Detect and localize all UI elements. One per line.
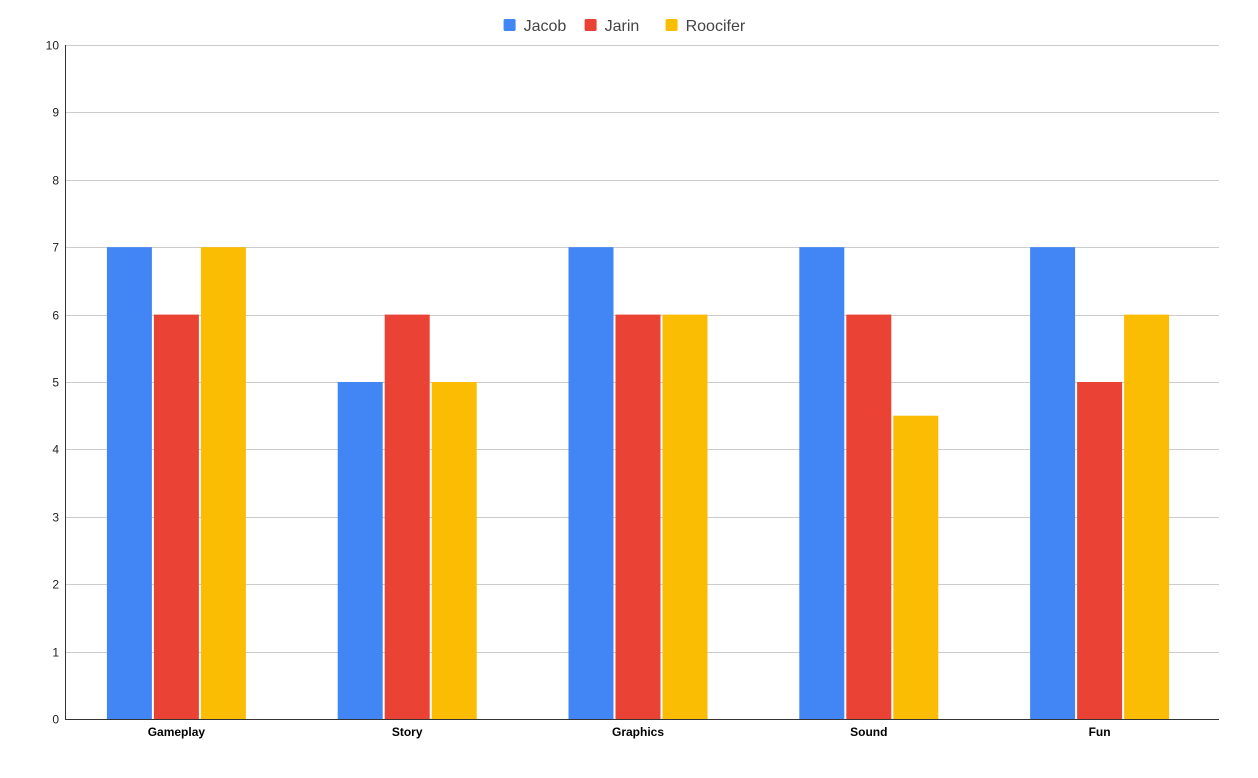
y-tick-label: 3: [52, 511, 59, 525]
x-tick-label: Graphics: [612, 725, 664, 739]
x-axis-ticks: Gameplay Story Graphics Sound Fun: [148, 725, 1111, 739]
bar-jarin-story: [384, 314, 430, 719]
y-tick-label: 6: [52, 309, 59, 323]
y-axis-ticks: 0 1 2 3 4 5 6 7 8 9 10: [46, 39, 60, 727]
legend-label: Jarin: [605, 18, 640, 35]
y-tick-label: 10: [46, 39, 60, 53]
x-tick-label: Sound: [850, 725, 887, 739]
axes: [65, 45, 1219, 720]
x-tick-label: Story: [392, 725, 423, 739]
bar-jacob-gameplay: [106, 247, 152, 719]
y-tick-label: 4: [52, 443, 59, 457]
bar-roocifer-story: [431, 382, 477, 719]
legend-swatch: [584, 19, 597, 31]
legend-swatch: [503, 19, 516, 31]
bar-jacob-fun: [1030, 247, 1076, 719]
bar-roocifer-graphics: [662, 314, 708, 719]
y-tick-label: 7: [52, 241, 59, 255]
legend-label: Roocifer: [686, 18, 746, 35]
y-tick-label: 0: [52, 713, 59, 727]
bar-jarin-fun: [1077, 382, 1123, 719]
bar-roocifer-sound: [893, 415, 939, 719]
legend-item-roocifer: Roocifer: [665, 18, 746, 35]
bar-jarin-sound: [846, 314, 892, 719]
bar-jacob-story: [337, 382, 383, 719]
y-tick-label: 9: [52, 106, 59, 120]
y-tick-label: 5: [52, 376, 59, 390]
legend-label: Jacob: [524, 18, 567, 35]
x-tick-label: Gameplay: [148, 725, 206, 739]
bars: [106, 247, 1170, 719]
bar-roocifer-gameplay: [200, 247, 246, 719]
bar-jacob-sound: [799, 247, 845, 719]
y-tick-label: 2: [52, 578, 59, 592]
y-tick-label: 1: [52, 646, 59, 660]
legend-item-jacob: Jacob: [503, 18, 567, 35]
legend: Jacob Jarin Roocifer: [503, 18, 746, 35]
legend-item-jarin: Jarin: [584, 18, 640, 35]
bar-jacob-graphics: [568, 247, 614, 719]
y-tick-label: 8: [52, 174, 59, 188]
legend-swatch: [665, 19, 678, 31]
bar-jarin-graphics: [615, 314, 661, 719]
bar-jarin-gameplay: [153, 314, 199, 719]
bar-roocifer-fun: [1124, 314, 1170, 719]
x-tick-label: Fun: [1089, 725, 1111, 739]
